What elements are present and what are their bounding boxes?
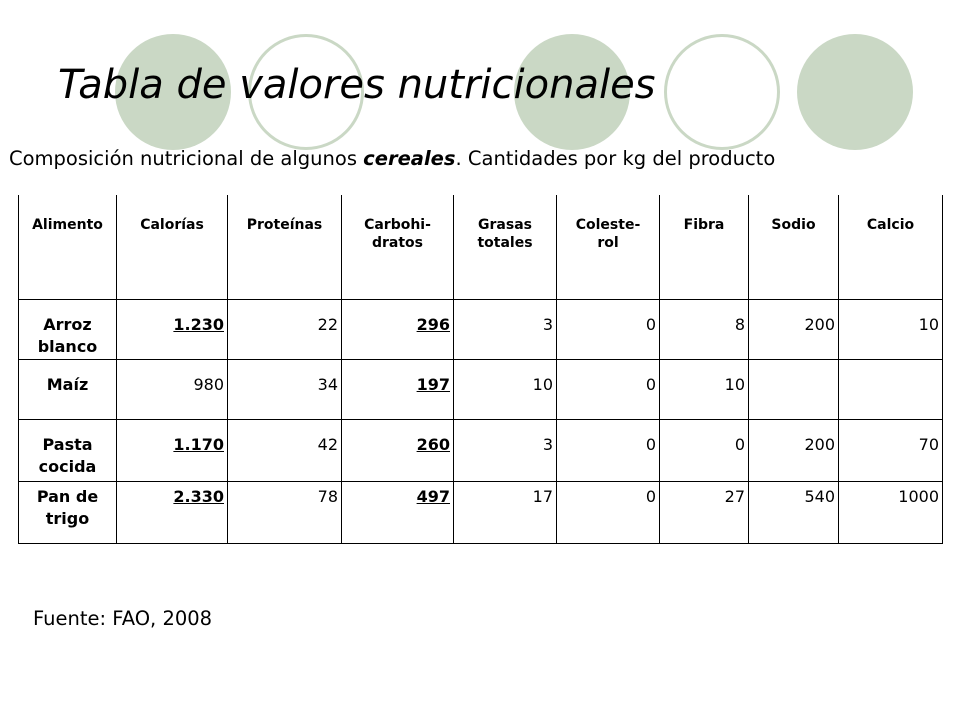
table-cell: 22 [227, 299, 342, 360]
table-cell: 200 [748, 299, 839, 360]
table-cell: 70 [838, 419, 943, 482]
table-cell: 3 [453, 299, 557, 360]
table-cell: 78 [227, 481, 342, 544]
row-label: Arroz blanco [18, 299, 117, 360]
caption-text-end: . Cantidades por kg del producto [455, 147, 776, 170]
table-cell: 980 [116, 359, 228, 420]
table-cell: 10 [659, 359, 749, 420]
table-cell: 1.230 [116, 299, 228, 360]
table-cell: 0 [556, 299, 660, 360]
table-cell: 540 [748, 481, 839, 544]
header-cell: Sodio [748, 195, 839, 300]
header-row: Alimento Calorías Proteínas Carbohi-drat… [18, 195, 943, 300]
table-cell: 42 [227, 419, 342, 482]
table-cell [838, 359, 943, 420]
row-label: Maíz [18, 359, 117, 420]
table-cell [748, 359, 839, 420]
table-cell: 1000 [838, 481, 943, 544]
table-cell: 10 [838, 299, 943, 360]
table-cell: 296 [341, 299, 454, 360]
header-cell: Grasas totales [453, 195, 557, 300]
table-cell: 1.170 [116, 419, 228, 482]
row-label: Pasta cocida [18, 419, 117, 482]
table-cell: 0 [659, 419, 749, 482]
decor-circle-filled-3 [797, 34, 913, 150]
decor-circle-ring-2 [664, 34, 780, 150]
table-cell: 260 [341, 419, 454, 482]
caption-emphasis: cereales [363, 147, 456, 170]
table-cell: 0 [556, 359, 660, 420]
header-cell: Carbohi-dratos [341, 195, 454, 300]
table-cell: 197 [341, 359, 454, 420]
page-title: Tabla de valores nutricionales [58, 62, 656, 108]
decor-circle-ring-1 [248, 34, 364, 150]
table-cell: 8 [659, 299, 749, 360]
table-cell: 17 [453, 481, 557, 544]
header-cell: Proteínas [227, 195, 342, 300]
row-label: Pan de trigo [18, 481, 117, 544]
header-cell: Calorías [116, 195, 228, 300]
table-cell: 200 [748, 419, 839, 482]
header-cell: Calcio [838, 195, 943, 300]
table-cell: 0 [556, 419, 660, 482]
table-cell: 497 [341, 481, 454, 544]
table-cell: 27 [659, 481, 749, 544]
table-row: Maíz 980 34 197 10 0 10 [18, 359, 943, 420]
table-caption: Composición nutricional de algunos cerea… [9, 146, 869, 171]
table-cell: 3 [453, 419, 557, 482]
header-cell: Alimento [18, 195, 117, 300]
header-cell: Fibra [659, 195, 749, 300]
table-cell: 34 [227, 359, 342, 420]
table-cell: 2.330 [116, 481, 228, 544]
header-cell: Coleste-rol [556, 195, 660, 300]
table-cell: 10 [453, 359, 557, 420]
decor-circle-filled-1 [115, 34, 231, 150]
table-cell: 0 [556, 481, 660, 544]
decor-circle-filled-2 [514, 34, 630, 150]
table-row: Pan de trigo 2.330 78 497 17 0 27 540 10… [18, 481, 943, 544]
source-note: Fuente: FAO, 2008 [33, 607, 213, 630]
table-row: Pasta cocida 1.170 42 260 3 0 0 200 70 [18, 419, 943, 482]
nutrition-table: Alimento Calorías Proteínas Carbohi-drat… [18, 195, 943, 544]
table-row: Arroz blanco 1.230 22 296 3 0 8 200 10 [18, 299, 943, 360]
caption-text-start: Composición nutricional de algunos [9, 147, 364, 170]
